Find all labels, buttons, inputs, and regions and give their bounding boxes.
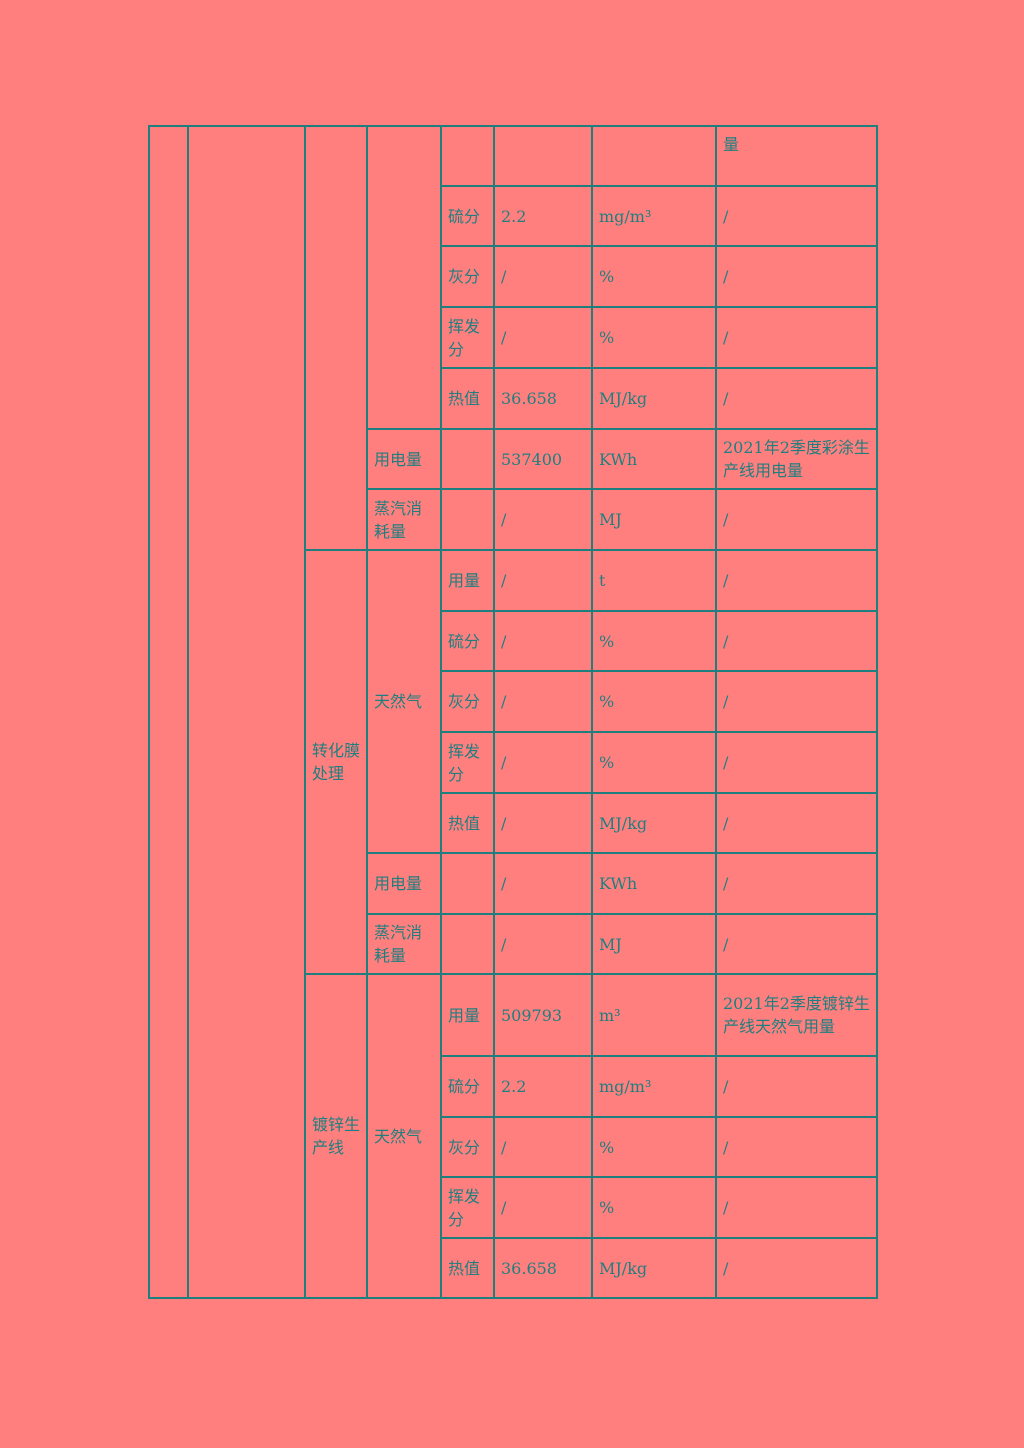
note-cell: / — [715, 185, 878, 247]
unit-cell: % — [591, 1176, 717, 1239]
value-cell — [493, 125, 593, 187]
category-column-cell — [187, 125, 306, 1299]
item-label-cell: 用电量 — [366, 852, 442, 915]
fuel-cell — [366, 125, 442, 430]
unit-cell: % — [591, 610, 717, 672]
param-cell — [440, 428, 495, 490]
unit-cell: MJ/kg — [591, 792, 717, 854]
note-cell: / — [715, 306, 878, 369]
item-label-cell: 蒸汽消耗量 — [366, 913, 442, 975]
value-cell: / — [493, 549, 593, 612]
fuel-cell: 天然气 — [366, 549, 442, 854]
value-cell: / — [493, 245, 593, 308]
param-cell — [440, 125, 495, 187]
item-label-cell: 蒸汽消耗量 — [366, 488, 442, 551]
note-cell: 2021年2季度镀锌生产线天然气用量 — [715, 973, 878, 1057]
unit-cell: % — [591, 245, 717, 308]
param-cell: 用量 — [440, 549, 495, 612]
note-cell: / — [715, 367, 878, 430]
value-cell: / — [493, 610, 593, 672]
param-cell: 硫分 — [440, 1055, 495, 1118]
note-cell: / — [715, 1055, 878, 1118]
unit-cell — [591, 125, 717, 187]
process-cell: 镀锌生产线 — [304, 973, 368, 1299]
item-label-cell: 用电量 — [366, 428, 442, 490]
value-cell: / — [493, 792, 593, 854]
unit-cell: mg/m³ — [591, 1055, 717, 1118]
unit-cell: m³ — [591, 973, 717, 1057]
param-cell: 挥发分 — [440, 731, 495, 794]
value-cell: 2.2 — [493, 185, 593, 247]
param-cell — [440, 852, 495, 915]
note-cell: / — [715, 731, 878, 794]
param-cell — [440, 913, 495, 975]
unit-cell: mg/m³ — [591, 185, 717, 247]
param-cell: 热值 — [440, 1237, 495, 1299]
unit-cell: KWh — [591, 428, 717, 490]
note-cell: / — [715, 1116, 878, 1178]
value-cell: / — [493, 913, 593, 975]
unit-cell: MJ — [591, 488, 717, 551]
unit-cell: t — [591, 549, 717, 612]
value-cell: / — [493, 731, 593, 794]
note-cell: / — [715, 610, 878, 672]
unit-cell: MJ/kg — [591, 1237, 717, 1299]
index-column-cell — [148, 125, 189, 1299]
value-cell: / — [493, 488, 593, 551]
param-cell: 灰分 — [440, 1116, 495, 1178]
unit-cell: % — [591, 731, 717, 794]
unit-cell: % — [591, 670, 717, 733]
value-cell: 537400 — [493, 428, 593, 490]
note-cell: / — [715, 245, 878, 308]
unit-cell: MJ — [591, 913, 717, 975]
value-cell: / — [493, 852, 593, 915]
param-cell: 热值 — [440, 367, 495, 430]
note-cell: / — [715, 1176, 878, 1239]
note-cell: 量 — [715, 125, 878, 187]
value-cell: / — [493, 306, 593, 369]
param-cell — [440, 488, 495, 551]
fuel-cell: 天然气 — [366, 973, 442, 1299]
note-cell: / — [715, 549, 878, 612]
param-cell: 挥发分 — [440, 1176, 495, 1239]
param-cell: 用量 — [440, 973, 495, 1057]
note-cell: / — [715, 852, 878, 915]
value-cell: 36.658 — [493, 1237, 593, 1299]
unit-cell: KWh — [591, 852, 717, 915]
value-cell: / — [493, 670, 593, 733]
note-cell: / — [715, 670, 878, 733]
value-cell: 509793 — [493, 973, 593, 1057]
note-cell: / — [715, 1237, 878, 1299]
param-cell: 热值 — [440, 792, 495, 854]
note-cell: / — [715, 792, 878, 854]
note-cell: 2021年2季度彩涂生产线用电量 — [715, 428, 878, 490]
process-cell: 转化膜处理 — [304, 549, 368, 975]
process-cell — [304, 125, 368, 551]
value-cell: 36.658 — [493, 367, 593, 430]
value-cell: / — [493, 1176, 593, 1239]
param-cell: 挥发分 — [440, 306, 495, 369]
fuel-data-table: 量硫分 2.2 mg/m³ / 灰分 /% / 挥发分 /% / 热值 36.658 MJ/kg / 用电量… — [148, 125, 878, 1299]
unit-cell: % — [591, 306, 717, 369]
param-cell: 硫分 — [440, 610, 495, 672]
param-cell: 灰分 — [440, 670, 495, 733]
value-cell: 2.2 — [493, 1055, 593, 1118]
param-cell: 灰分 — [440, 245, 495, 308]
unit-cell: MJ/kg — [591, 367, 717, 430]
note-cell: / — [715, 488, 878, 551]
unit-cell: % — [591, 1116, 717, 1178]
param-cell: 硫分 — [440, 185, 495, 247]
value-cell: / — [493, 1116, 593, 1178]
note-cell: / — [715, 913, 878, 975]
